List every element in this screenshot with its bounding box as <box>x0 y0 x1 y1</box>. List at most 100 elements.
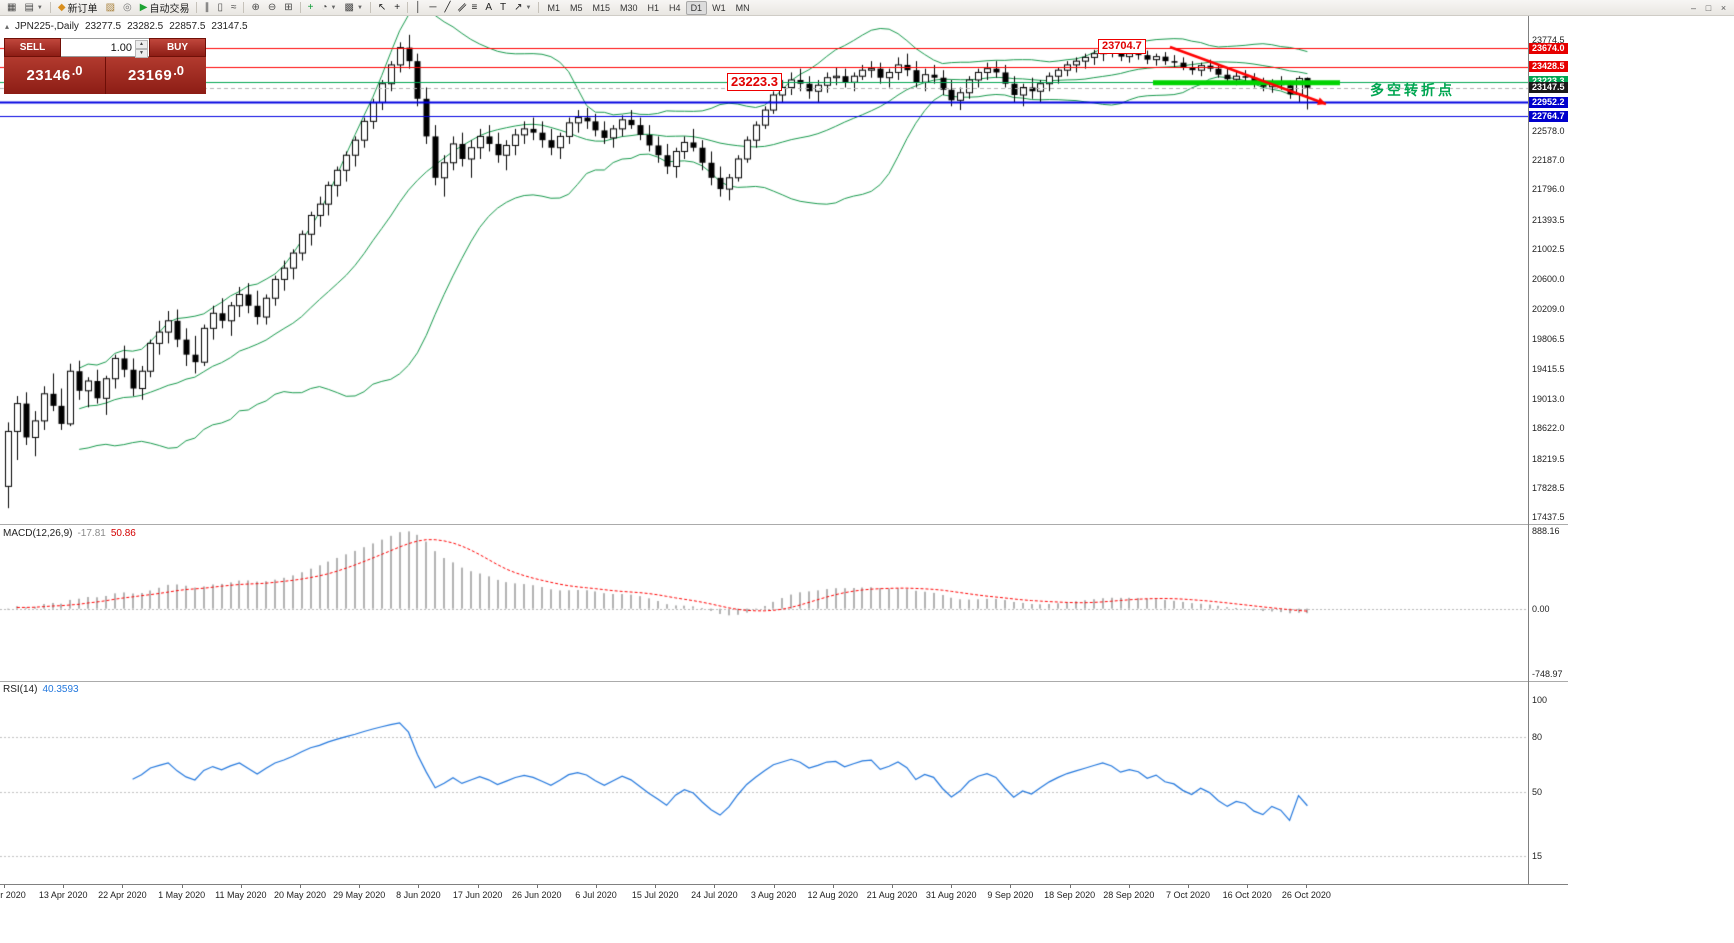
price-callout-23223[interactable]: 23223.3 <box>727 73 782 91</box>
volume-input[interactable]: 1.00 ▲ ▼ <box>61 38 149 58</box>
timeframe-m1-button[interactable]: M1 <box>547 2 560 13</box>
price-axis-label: 19013.0 <box>1532 393 1565 404</box>
profiles-icon: ▤ <box>24 1 34 13</box>
time-axis-label: 24 Jul 2020 <box>691 890 738 900</box>
sell-price-display[interactable]: 23146 .0 <box>4 57 105 94</box>
toolbar-separator <box>49 2 51 13</box>
cursor-button[interactable]: ↖ <box>374 1 390 15</box>
add-indicator-icon: + <box>307 1 314 13</box>
arrows-button[interactable]: ↗ ▼ <box>510 1 535 15</box>
minimize-icon: – <box>1690 2 1696 13</box>
bar-chart-button[interactable]: ∥ <box>200 1 213 15</box>
zoom-out-button[interactable]: ⊖ <box>264 1 280 15</box>
macd-main-value: -17.81 <box>77 528 106 539</box>
new-chart-button[interactable]: ▦ <box>3 1 20 15</box>
line-chart-button[interactable]: ≈ <box>227 1 241 15</box>
timeframe-h4-button[interactable]: H4 <box>669 2 681 13</box>
timeframe-d1-button[interactable]: D1 <box>685 0 708 15</box>
alerts-button[interactable]: ◎ <box>119 1 136 15</box>
channel-button[interactable]: ∥ <box>455 1 468 15</box>
chart-low-value: 22857.5 <box>169 21 206 32</box>
periods-button[interactable]: ◔ ▼ <box>317 1 340 15</box>
vertical-line-button[interactable]: │ <box>411 1 425 15</box>
tile-windows-icon: ⊞ <box>284 1 293 13</box>
candlestick-chart-button[interactable]: ▯ <box>213 1 227 15</box>
rsi-axis-label: 100 <box>1532 695 1548 706</box>
zoom-in-icon: ⊕ <box>251 1 260 13</box>
time-axis-tick <box>477 885 479 888</box>
time-axis-label: 8 Jun 2020 <box>396 890 441 900</box>
minimize-button[interactable]: – <box>1686 1 1701 14</box>
restore-icon: □ <box>1705 2 1712 13</box>
time-axis-label: 9 Sep 2020 <box>987 890 1034 900</box>
time-axis-label: 26 Jun 2020 <box>512 890 562 900</box>
time-axis-label: 15 Jul 2020 <box>631 890 679 900</box>
new-chart-icon: ▦ <box>7 1 17 13</box>
price-axis-label: 19806.5 <box>1532 334 1565 345</box>
autotrading-button[interactable]: ▶ 自动交易 <box>136 1 194 16</box>
profiles-button[interactable]: ▤ ▼ <box>20 1 46 15</box>
timeframe-h1-button[interactable]: H1 <box>647 2 660 13</box>
indicators-button[interactable]: + <box>304 1 318 15</box>
price-callout-23704[interactable]: 23704.7 <box>1098 39 1146 54</box>
turning-point-note[interactable]: 多空转折点 <box>1370 82 1455 98</box>
chart-open-value: 23277.5 <box>84 21 122 32</box>
timeframe-m5-button[interactable]: M5 <box>569 2 583 13</box>
price-axis-label: 21393.5 <box>1532 214 1565 225</box>
one-click-toggle-caret[interactable]: ▴ <box>5 22 10 31</box>
time-axis-label: 22 Apr 2020 <box>98 890 147 900</box>
horizontal-line-icon: ─ <box>429 1 437 13</box>
metaeditor-button[interactable]: ▨ <box>102 1 119 15</box>
buy-price-fraction: .0 <box>173 63 185 78</box>
time-axis-tick <box>892 885 893 888</box>
time-axis-tick <box>773 885 775 888</box>
time-axis-label: 7 Oct 2020 <box>1165 890 1211 900</box>
time-axis-label: 1 May 2020 <box>158 890 206 900</box>
crosshair-icon: + <box>394 1 401 13</box>
price-axis-label: 23774.5 <box>1532 35 1565 46</box>
buy-button[interactable]: BUY <box>149 38 206 57</box>
time-axis-tick <box>832 885 834 888</box>
price-chart-canvas[interactable] <box>0 16 1528 886</box>
restore-button[interactable]: □ <box>1701 1 1716 14</box>
volume-up-button[interactable]: ▲ <box>135 40 148 49</box>
zoom-in-button[interactable]: ⊕ <box>247 1 263 15</box>
crosshair-button[interactable]: + <box>390 1 404 15</box>
timeframe-mn-button[interactable]: MN <box>735 2 750 13</box>
one-click-trading-panel: SELL 1.00 ▲ ▼ BUY 23146 .0 23169 .0 <box>4 38 206 94</box>
time-axis-tick <box>4 885 5 888</box>
timeframe-m15-button[interactable]: M15 <box>592 2 611 13</box>
time-axis-tick <box>1188 885 1189 888</box>
text-button[interactable]: A <box>481 1 496 15</box>
tile-windows-button[interactable]: ⊞ <box>280 1 296 15</box>
new-order-button[interactable]: ◆ 新订单 <box>54 1 102 16</box>
templates-button[interactable]: ▩ ▼ <box>340 1 366 15</box>
chart-close-value: 23147.5 <box>211 21 248 32</box>
candlestick-icon: ▯ <box>217 1 223 13</box>
timeframe-m30-button[interactable]: M30 <box>620 2 638 13</box>
time-axis-label: 13 Apr 2020 <box>38 890 88 900</box>
sell-price-fraction: .0 <box>71 63 83 78</box>
trendline-icon: ╱ <box>444 1 451 13</box>
fibonacci-button[interactable]: ≡ <box>468 1 482 15</box>
volume-down-button[interactable]: ▼ <box>135 49 148 58</box>
close-button[interactable]: × <box>1716 1 1731 14</box>
buy-price-display[interactable]: 23169 .0 <box>105 57 206 94</box>
label-button[interactable]: T <box>496 1 510 15</box>
time-axis-tick <box>418 885 420 888</box>
time-axis-tick <box>714 885 716 888</box>
autotrading-play-icon: ▶ <box>139 1 148 13</box>
price-axis-label: 17828.5 <box>1532 482 1565 493</box>
macd-signal-value: 50.86 <box>110 528 136 539</box>
macd-axis-label: 0.00 <box>1532 603 1550 614</box>
pane-separator[interactable] <box>0 681 1568 682</box>
time-axis-tick <box>655 885 657 888</box>
time-axis-label: 3 Apr 2020 <box>0 890 26 900</box>
trendline-button[interactable]: ╱ <box>440 1 454 15</box>
pane-separator[interactable] <box>0 524 1568 525</box>
horizontal-line-button[interactable]: ─ <box>425 1 440 15</box>
sell-button[interactable]: SELL <box>4 38 61 57</box>
toolbar-separator <box>538 2 540 13</box>
dropdown-caret-icon: ▼ <box>356 4 363 11</box>
timeframe-w1-button[interactable]: W1 <box>712 2 726 13</box>
